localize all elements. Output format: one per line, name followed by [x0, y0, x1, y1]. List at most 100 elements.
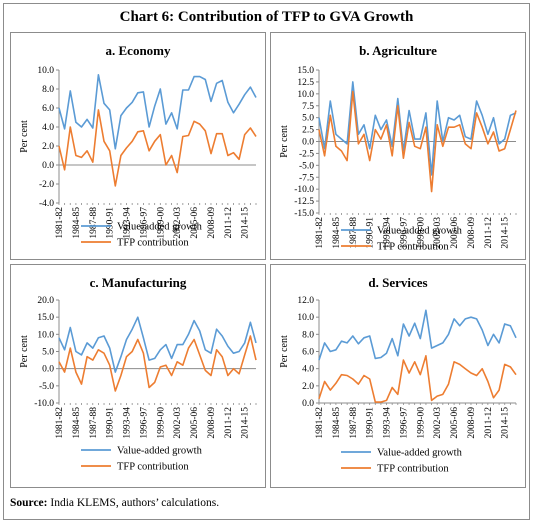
p1-y-tick-label: -12.5 [294, 197, 314, 207]
p2-y-tick-label: 5.0 [42, 348, 54, 358]
source-text: India KLEMS, authors’ calculations. [50, 497, 220, 509]
p2-x-tick-label: 1999-00 [156, 407, 166, 439]
p3-legend-label: Value-added growth [377, 448, 463, 459]
p0-y-tick-label: 4.0 [42, 123, 54, 133]
p1-x-tick-label: 2005-06 [450, 217, 460, 249]
p1-x-tick-label: 1981-82 [315, 217, 325, 249]
p3-x-tick-label: 2002-03 [433, 407, 443, 439]
p3-x-tick-label: 1984-85 [332, 407, 342, 439]
p3-x-tick-label: 1993-94 [383, 407, 393, 439]
p3-y-tick-label: 0.0 [302, 399, 314, 409]
p2-x-tick-label: 2011-12 [224, 407, 234, 439]
p2-y-tick-label: -10.0 [34, 399, 54, 409]
p3-x-tick-label: 1987-88 [349, 407, 359, 439]
p0-y-tick-label: 6.0 [42, 104, 54, 114]
p0-x-tick-label: 1990-91 [106, 207, 116, 239]
p0-title: a. Economy [106, 43, 172, 58]
p1-y-tick-label: 7.5 [302, 102, 314, 112]
p2-legend-label: Value-added growth [117, 446, 203, 457]
p3-legend-label: TFP contribution [377, 464, 449, 475]
p0-x-tick-label: 1993-94 [123, 207, 133, 239]
p1-title: b. Agriculture [359, 43, 437, 58]
p2-title: c. Manufacturing [90, 275, 187, 290]
p3-title: d. Services [368, 275, 427, 290]
p3-y-tick-label: 2.0 [302, 382, 314, 392]
p3-y-tick-label: 12.0 [297, 296, 314, 306]
economy-chart: a. Economy -4.0 -2.0 0.0 2.0 4.0 6.0 8.0 10.0 Per… [19, 43, 257, 249]
p2-x-tick-label: 2014-15 [241, 407, 251, 439]
p1-y-tick-label: -2.5 [299, 149, 314, 159]
p0-y-tick-label: -2.0 [39, 180, 54, 190]
p0-y-label: Per cent [19, 120, 30, 153]
p0-x-tick-label: 1984-85 [72, 207, 82, 239]
p1-x-tick-label: 1999-00 [416, 217, 426, 249]
p2-series-tfp-line [58, 335, 257, 392]
p0-x-tick-label: 2005-06 [190, 207, 200, 239]
source-note: Source: India KLEMS, authors’ calculatio… [10, 497, 219, 509]
p3-y-tick-label: 8.0 [302, 330, 314, 340]
services-chart: d. Services 0.0 2.0 4.0 6.0 8.0 10.0 12.0 Per ce… [279, 275, 517, 475]
p1-series-value-added-line [318, 81, 517, 176]
p2-y-tick-label: 10.0 [37, 330, 54, 340]
p3-x-tick-label: 1990-91 [366, 407, 376, 439]
panel-services: d. Services 0.0 2.0 4.0 6.0 8.0 10.0 12.0 Per ce… [270, 264, 526, 488]
p3-x-tick-label: 1996-97 [399, 407, 409, 439]
p2-y-tick-label: -5.0 [39, 382, 54, 392]
p2-x-tick-label: 1990-91 [106, 407, 116, 439]
p3-y-label: Per cent [279, 335, 290, 368]
p1-x-tick-label: 1984-85 [332, 217, 342, 249]
p2-x-tick-label: 1993-94 [123, 407, 133, 439]
p0-series-value-added-line [58, 73, 257, 150]
p3-x-tick-label: 2005-06 [450, 407, 460, 439]
p1-y-tick-label: 12.5 [297, 78, 314, 88]
p2-y-tick-label: 0.0 [42, 365, 54, 375]
panel-manufacturing: c. Manufacturing -10.0 -5.0 0.0 5.0 10.0 15.0 2… [10, 264, 266, 488]
p3-series-tfp-line [318, 355, 517, 403]
p1-x-tick-label: 2002-03 [433, 217, 443, 249]
p1-x-tick-label: 1987-88 [349, 217, 359, 249]
p2-x-tick-label: 1984-85 [72, 407, 82, 439]
agriculture-chart: b. Agriculture -15.0 -12.5 -10.0 -7.5 -5.0 -2.… [279, 43, 517, 253]
p1-x-tick-label: 2011-12 [484, 217, 494, 249]
p1-y-tick-label: 0.0 [302, 138, 314, 148]
p0-y-tick-label: -4.0 [39, 199, 54, 209]
p1-y-tick-label: 2.5 [302, 126, 314, 136]
p0-x-tick-label: 2002-03 [173, 207, 183, 239]
p0-x-tick-label: 2011-12 [224, 207, 234, 239]
p2-y-label: Per cent [19, 335, 30, 368]
p2-x-tick-label: 2005-06 [190, 407, 200, 439]
p1-y-tick-label: -10.0 [294, 185, 314, 195]
p1-series-tfp-line [318, 90, 517, 193]
p2-x-tick-label: 1987-88 [89, 407, 99, 439]
p0-y-tick-label: 8.0 [42, 85, 54, 95]
p3-x-tick-label: 2008-09 [467, 407, 477, 439]
p2-x-tick-label: 2008-09 [207, 407, 217, 439]
p2-series-value-added-line [58, 316, 257, 373]
p1-y-label: Per cent [279, 125, 290, 158]
p0-y-tick-label: 2.0 [42, 142, 54, 152]
p0-x-tick-label: 2008-09 [207, 207, 217, 239]
p1-x-tick-label: 2008-09 [467, 217, 477, 249]
p0-x-tick-label: 1996-97 [139, 207, 149, 239]
panel-economy: a. Economy -4.0 -2.0 0.0 2.0 4.0 6.0 8.0 10.0 Per… [10, 32, 266, 260]
p1-y-tick-label: -15.0 [294, 209, 314, 219]
manufacturing-chart: c. Manufacturing -10.0 -5.0 0.0 5.0 10.0 15.0 2… [19, 275, 257, 473]
p2-y-tick-label: 20.0 [37, 296, 54, 306]
p0-x-tick-label: 1999-00 [156, 207, 166, 239]
p1-x-tick-label: 1993-94 [383, 217, 393, 249]
p0-series-tfp-line [58, 109, 257, 187]
p1-legend-label: TFP contribution [377, 242, 449, 253]
p2-x-tick-label: 2002-03 [173, 407, 183, 439]
p0-y-tick-label: 0.0 [42, 161, 54, 171]
p1-y-tick-label: 10.0 [297, 90, 314, 100]
p0-x-tick-label: 1987-88 [89, 207, 99, 239]
p3-x-tick-label: 1999-00 [416, 407, 426, 439]
p2-y-tick-label: 15.0 [37, 313, 54, 323]
p0-legend-label: TFP contribution [117, 238, 189, 249]
p1-y-tick-label: -5.0 [299, 161, 314, 171]
p1-y-tick-label: -7.5 [299, 173, 314, 183]
p1-x-tick-label: 2014-15 [501, 217, 511, 249]
p0-x-tick-label: 1981-82 [55, 207, 65, 239]
chart-title: Chart 6: Contribution of TFP to GVA Grow… [119, 9, 414, 25]
p3-x-tick-label: 2014-15 [501, 407, 511, 439]
